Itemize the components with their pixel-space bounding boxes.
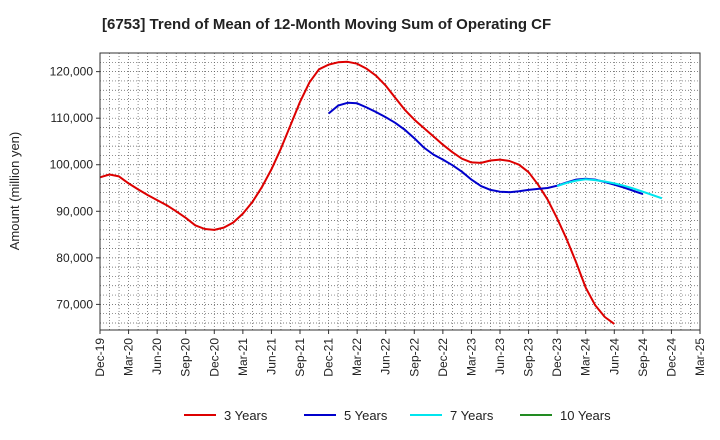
y-tick-label: 90,000 — [56, 204, 93, 218]
series-line-3-years — [99, 60, 615, 325]
x-tick-label: Dec-23 — [550, 338, 564, 377]
x-tick-label: Dec-19 — [93, 338, 107, 377]
chart-title: [6753] Trend of Mean of 12-Month Moving … — [102, 16, 551, 33]
legend-label-3-years: 3 Years — [224, 408, 268, 423]
y-axis-label: Amount (million yen) — [7, 132, 22, 251]
x-tick-label: Mar-25 — [693, 338, 707, 376]
x-tick-label: Jun-20 — [150, 338, 164, 375]
legend: 3 Years 5 Years 7 Years 10 Years — [184, 408, 611, 423]
x-tick-label: Mar-24 — [579, 338, 593, 376]
x-tick-label: Mar-20 — [122, 338, 136, 376]
x-tick-label: Dec-21 — [322, 338, 336, 377]
x-tick-label: Sep-24 — [636, 338, 650, 377]
x-tick-label: Mar-23 — [464, 338, 478, 376]
plot-frame — [99, 52, 701, 331]
plot-area: 70,000 80,000 90,000 100,000 110,000 120,000 D… — [50, 52, 707, 377]
x-tick-label: Jun-22 — [379, 338, 393, 375]
series-line-7-years — [556, 178, 663, 200]
y-tick-label: 120,000 — [50, 65, 94, 79]
legend-label-10-years: 10 Years — [560, 408, 611, 423]
plot-background — [100, 53, 700, 330]
y-tick-label: 100,000 — [50, 158, 94, 172]
x-tick-label: Sep-23 — [522, 338, 536, 377]
x-tick-label: Mar-21 — [236, 338, 250, 376]
x-tick-label: Dec-24 — [664, 338, 678, 377]
y-tick-label: 80,000 — [56, 251, 93, 265]
x-tick-label: Jun-24 — [607, 338, 621, 375]
legend-label-5-years: 5 Years — [344, 408, 388, 423]
x-tick-label: Sep-20 — [179, 338, 193, 377]
x-tick-label: Sep-21 — [293, 338, 307, 377]
x-tick-label: Sep-22 — [407, 338, 421, 377]
y-tick-label: 110,000 — [51, 111, 94, 125]
legend-label-7-years: 7 Years — [450, 408, 494, 423]
x-tick-label: Dec-20 — [207, 338, 221, 377]
x-tick-label: Dec-22 — [436, 338, 450, 377]
x-tick-label: Jun-23 — [493, 338, 507, 375]
x-tick-label: Mar-22 — [350, 338, 364, 376]
y-tick-label: 70,000 — [56, 297, 93, 311]
x-tick-label: Jun-21 — [264, 338, 278, 375]
